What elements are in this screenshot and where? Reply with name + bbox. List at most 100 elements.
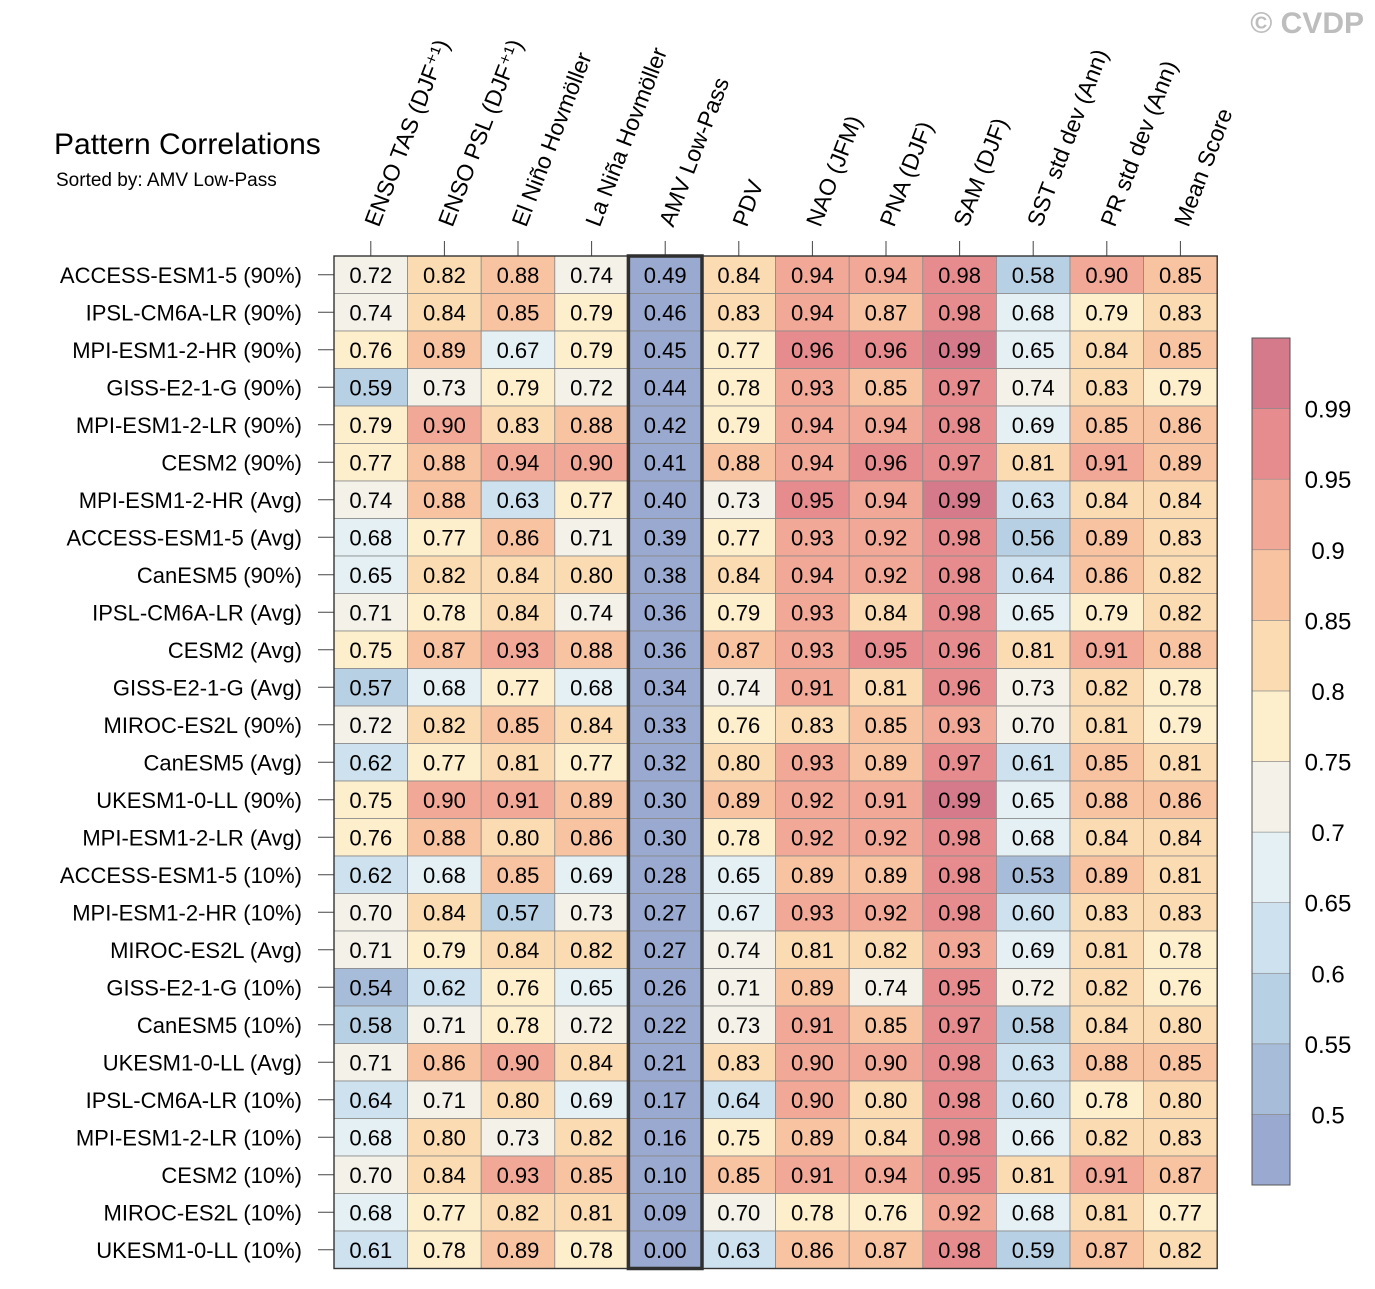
cell-value: 0.84 [717,563,760,588]
cell-value: 0.80 [1159,1088,1202,1113]
heatmap-cell [848,1193,924,1232]
cell-value: 0.63 [497,488,540,513]
colorbar-label: 0.99 [1305,397,1352,424]
cell-value: 0.39 [644,525,687,550]
cell-value: 0.81 [791,938,834,963]
cell-value: 0.93 [791,525,834,550]
cell-value: 0.82 [1085,1125,1128,1150]
colorbar-label: 0.85 [1305,608,1352,635]
cell-value: 0.71 [423,1088,466,1113]
cell-value: 0.87 [1159,1163,1202,1188]
cell-value: 0.85 [1159,263,1202,288]
heatmap-cell [996,855,1071,894]
cell-value: 0.83 [1159,525,1202,550]
heatmap-cell [1069,405,1144,444]
cell-value: 0.90 [791,1088,834,1113]
cell-value: 0.59 [1012,1238,1055,1263]
heatmap-cell [1069,968,1144,1007]
heatmap-cell [922,893,997,932]
cell-value: 0.28 [644,863,687,888]
cell-value: 0.71 [349,1050,392,1075]
cell-value: 0.86 [1085,563,1128,588]
cell-value: 0.69 [570,863,613,888]
cell-value: 0.76 [349,825,392,850]
cell-value: 0.86 [1159,413,1202,438]
cell-value: 0.69 [1012,413,1055,438]
cell-value: 0.79 [1159,375,1202,400]
cell-value: 0.41 [644,450,687,475]
heatmap-cell [922,293,997,332]
cell-value: 0.85 [1159,338,1202,363]
cell-value: 0.84 [865,600,908,625]
heatmap-cell [1143,330,1218,369]
cell-value: 0.72 [570,375,613,400]
row-label: UKESM1-0-LL (10%) [96,1238,302,1263]
heatmap-cell [1143,593,1218,632]
heatmap-cell [480,855,556,894]
cell-value: 0.80 [717,750,760,775]
cell-value: 0.71 [570,525,613,550]
heatmap-cell [848,818,924,857]
cell-value: 0.76 [717,713,760,738]
cell-value: 0.69 [570,1088,613,1113]
heatmap-cell [1069,593,1144,632]
cell-value: 0.78 [423,600,466,625]
cell-value: 0.70 [717,1200,760,1225]
cell-value: 0.84 [1085,825,1128,850]
cell-value: 0.77 [423,750,466,775]
heatmap-cell [628,368,703,407]
heatmap-cell [701,593,776,632]
colorbar-label: 0.6 [1311,961,1344,988]
cell-value: 0.57 [497,900,540,925]
cell-value: 0.73 [717,1013,760,1038]
cell-value: 0.72 [1012,975,1055,1000]
row-labels: ACCESS-ESM1-5 (90%) IPSL-CM6A-LR (90%) MPI… [60,263,334,1263]
column-label: NAO (JFM) [801,112,867,230]
heatmap-cell [1143,1155,1218,1194]
cell-value: 0.89 [423,338,466,363]
cell-value: 0.87 [865,1238,908,1263]
cell-value: 0.80 [1159,1013,1202,1038]
heatmap-cell [775,480,850,519]
heatmap-cell [848,930,924,969]
heatmap-cell [922,368,997,407]
heatmap-cell [333,743,408,782]
heatmap-cell [628,330,703,369]
cell-value: 0.93 [791,750,834,775]
cell-value: 0.82 [1159,600,1202,625]
cell-value: 0.60 [1012,900,1055,925]
cell-value: 0.98 [938,1050,981,1075]
column-label: El Niño Hovmöller [506,48,596,229]
heatmap-cell [775,368,850,407]
cell-value: 0.81 [570,1200,613,1225]
heatmap-cell [996,780,1071,819]
cell-value: 0.92 [791,825,834,850]
colorbar-segment [1251,761,1291,833]
cell-value: 0.68 [349,1200,392,1225]
heatmap-cell [1143,1080,1218,1119]
column-label: PNA (DJF) [874,118,938,230]
heatmap-cell [701,443,776,482]
heatmap-cell [996,1080,1071,1119]
cell-value: 0.44 [644,375,687,400]
cell-value: 0.89 [865,863,908,888]
cell-value: 0.98 [938,300,981,325]
cell-value: 0.84 [497,563,540,588]
row-label: CESM2 (90%) [161,450,302,475]
heatmap-cell [775,1193,850,1232]
cell-value: 0.83 [1159,1125,1202,1150]
cell-value: 0.82 [1085,975,1128,1000]
heatmap-cell [775,293,850,332]
cell-value: 0.81 [1012,1163,1055,1188]
cell-value: 0.97 [938,450,981,475]
heatmap-cell [480,1005,556,1044]
cell-value: 0.68 [349,525,392,550]
cell-value: 0.85 [497,713,540,738]
heatmap-cell [554,668,629,707]
heatmap-cell [775,743,850,782]
heatmap-cell [848,255,924,294]
cell-value: 0.71 [349,600,392,625]
row-label: ACCESS-ESM1-5 (Avg) [66,525,302,550]
row-label: GISS-E2-1-G (10%) [106,975,302,1000]
heatmap-cell [701,293,776,332]
